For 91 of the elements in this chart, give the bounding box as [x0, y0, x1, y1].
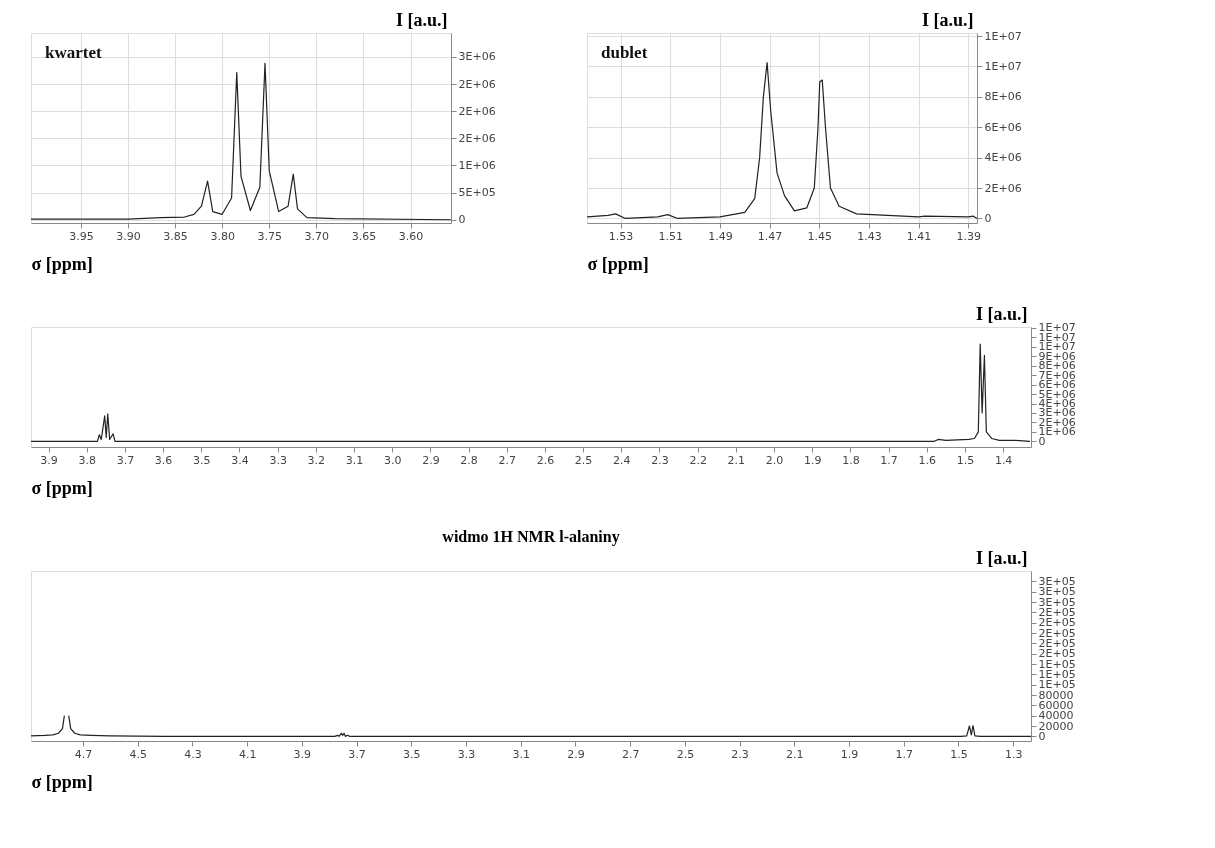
x-tick-label: 2.0 [765, 453, 784, 467]
x-tick-label: 2.4 [613, 453, 631, 467]
x-tick-label: 3.9 [293, 747, 312, 761]
y-axis-title: I [a.u.] [975, 547, 1028, 568]
x-tick-label: 4.5 [129, 747, 147, 761]
y-tick-label: 1E+07 [984, 59, 1022, 73]
x-tick-label: 3.70 [304, 229, 330, 243]
x-tick-label: 2.1 [786, 747, 804, 761]
x-tick-label: 3.7 [116, 453, 135, 467]
x-tick-label: 3.1 [512, 747, 530, 761]
x-tick-label: 1.49 [708, 229, 733, 243]
y-tick-label: 2E+06 [458, 77, 496, 91]
x-tick-label: 3.85 [163, 229, 188, 243]
x-tick-label: 3.7 [348, 747, 366, 761]
y-tick-label: 2E+06 [458, 104, 496, 118]
y-tick-label: 1E+06 [458, 158, 496, 172]
x-tick-label: 1.3 [1004, 747, 1023, 761]
x-tick-label: 2.1 [727, 453, 746, 467]
x-tick-label: 3.95 [69, 229, 94, 243]
x-tick-label: 1.41 [906, 229, 932, 243]
y-tick-label: 8E+06 [984, 90, 1022, 104]
x-tick-label: 3.4 [231, 453, 249, 467]
x-tick-label: 3.3 [269, 453, 287, 467]
x-tick-label: 3.2 [307, 453, 326, 467]
x-tick-label: 1.43 [857, 229, 882, 243]
x-tick-label: 2.5 [676, 747, 695, 761]
x-tick-label: 4.1 [238, 747, 257, 761]
x-tick-label: 1.8 [842, 453, 860, 467]
x-tick-label: 1.9 [803, 453, 822, 467]
line-series [587, 62, 977, 220]
x-tick-label: 3.60 [398, 229, 424, 243]
x-tick-label: 2.3 [731, 747, 749, 761]
y-tick-label: 0 [1038, 434, 1046, 448]
x-axis-title: σ [ppm] [31, 477, 93, 498]
x-tick-label: 1.7 [880, 453, 898, 467]
y-tick-label: 5E+05 [458, 186, 496, 200]
y-tick-label: 3E+05 [1038, 574, 1076, 588]
line-series [31, 343, 1031, 442]
x-tick-label: 2.9 [422, 453, 440, 467]
x-tick-label: 3.3 [457, 747, 476, 761]
x-tick-label: 2.3 [651, 453, 669, 467]
y-axis-title: I [a.u.] [921, 9, 974, 30]
x-tick-label: 3.80 [210, 229, 235, 243]
x-axis-title: σ [ppm] [587, 253, 649, 274]
y-tick-label: 2E+06 [984, 181, 1022, 195]
x-tick-label: 2.8 [460, 453, 478, 467]
x-tick-label: 3.5 [193, 453, 211, 467]
chart-title: widmo 1H NMR l-alaniny [442, 528, 620, 546]
y-axis-title: I [a.u.] [975, 303, 1028, 324]
x-tick-label: 3.5 [403, 747, 421, 761]
x-tick-label: 3.65 [351, 229, 377, 243]
x-tick-label: 1.9 [840, 747, 859, 761]
y-tick-label: 3E+06 [458, 50, 496, 64]
x-tick-label: 2.7 [498, 453, 516, 467]
x-tick-label: 2.6 [536, 453, 555, 467]
y-tick-label: 6E+06 [984, 120, 1022, 134]
x-tick-label: 2.5 [574, 453, 593, 467]
x-tick-label: 1.51 [658, 229, 683, 243]
x-tick-label: 4.3 [184, 747, 202, 761]
x-tick-label: 4.7 [74, 747, 93, 761]
x-tick-label: 1.4 [994, 453, 1013, 467]
y-tick-label: 2E+06 [458, 131, 496, 145]
y-tick-label: 0 [458, 213, 466, 227]
x-tick-label: 2.9 [567, 747, 585, 761]
x-tick-label: 3.75 [257, 229, 282, 243]
annotation: kwartet [45, 43, 102, 62]
x-tick-label: 1.6 [918, 453, 937, 467]
x-tick-label: 2.7 [621, 747, 640, 761]
x-tick-label: 1.7 [895, 747, 914, 761]
x-tick-label: 3.1 [345, 453, 364, 467]
y-tick-label: 1E+07 [984, 29, 1022, 43]
y-tick-label: 4E+06 [984, 151, 1022, 165]
x-tick-label: 3.90 [116, 229, 141, 243]
x-tick-label: 1.53 [608, 229, 634, 243]
x-tick-label: 3.0 [383, 453, 402, 467]
x-tick-label: 1.5 [950, 747, 968, 761]
y-tick-label: 2E+06 [1038, 415, 1076, 429]
x-tick-label: 3.6 [154, 453, 173, 467]
x-tick-label: 3.9 [40, 453, 58, 467]
x-axis-title: σ [ppm] [31, 253, 93, 274]
x-tick-label: 1.45 [807, 229, 833, 243]
y-tick-label: 1E+07 [1038, 330, 1076, 344]
x-tick-label: 1.39 [956, 229, 982, 243]
y-tick-label: 0 [984, 211, 992, 225]
x-tick-label: 2.2 [689, 453, 707, 467]
x-tick-label: 1.5 [956, 453, 975, 467]
y-axis-title: I [a.u.] [395, 9, 448, 30]
x-tick-label: 3.8 [78, 453, 96, 467]
annotation: dublet [601, 43, 648, 62]
x-tick-label: 1.47 [757, 229, 783, 243]
x-axis-title: σ [ppm] [31, 771, 93, 792]
